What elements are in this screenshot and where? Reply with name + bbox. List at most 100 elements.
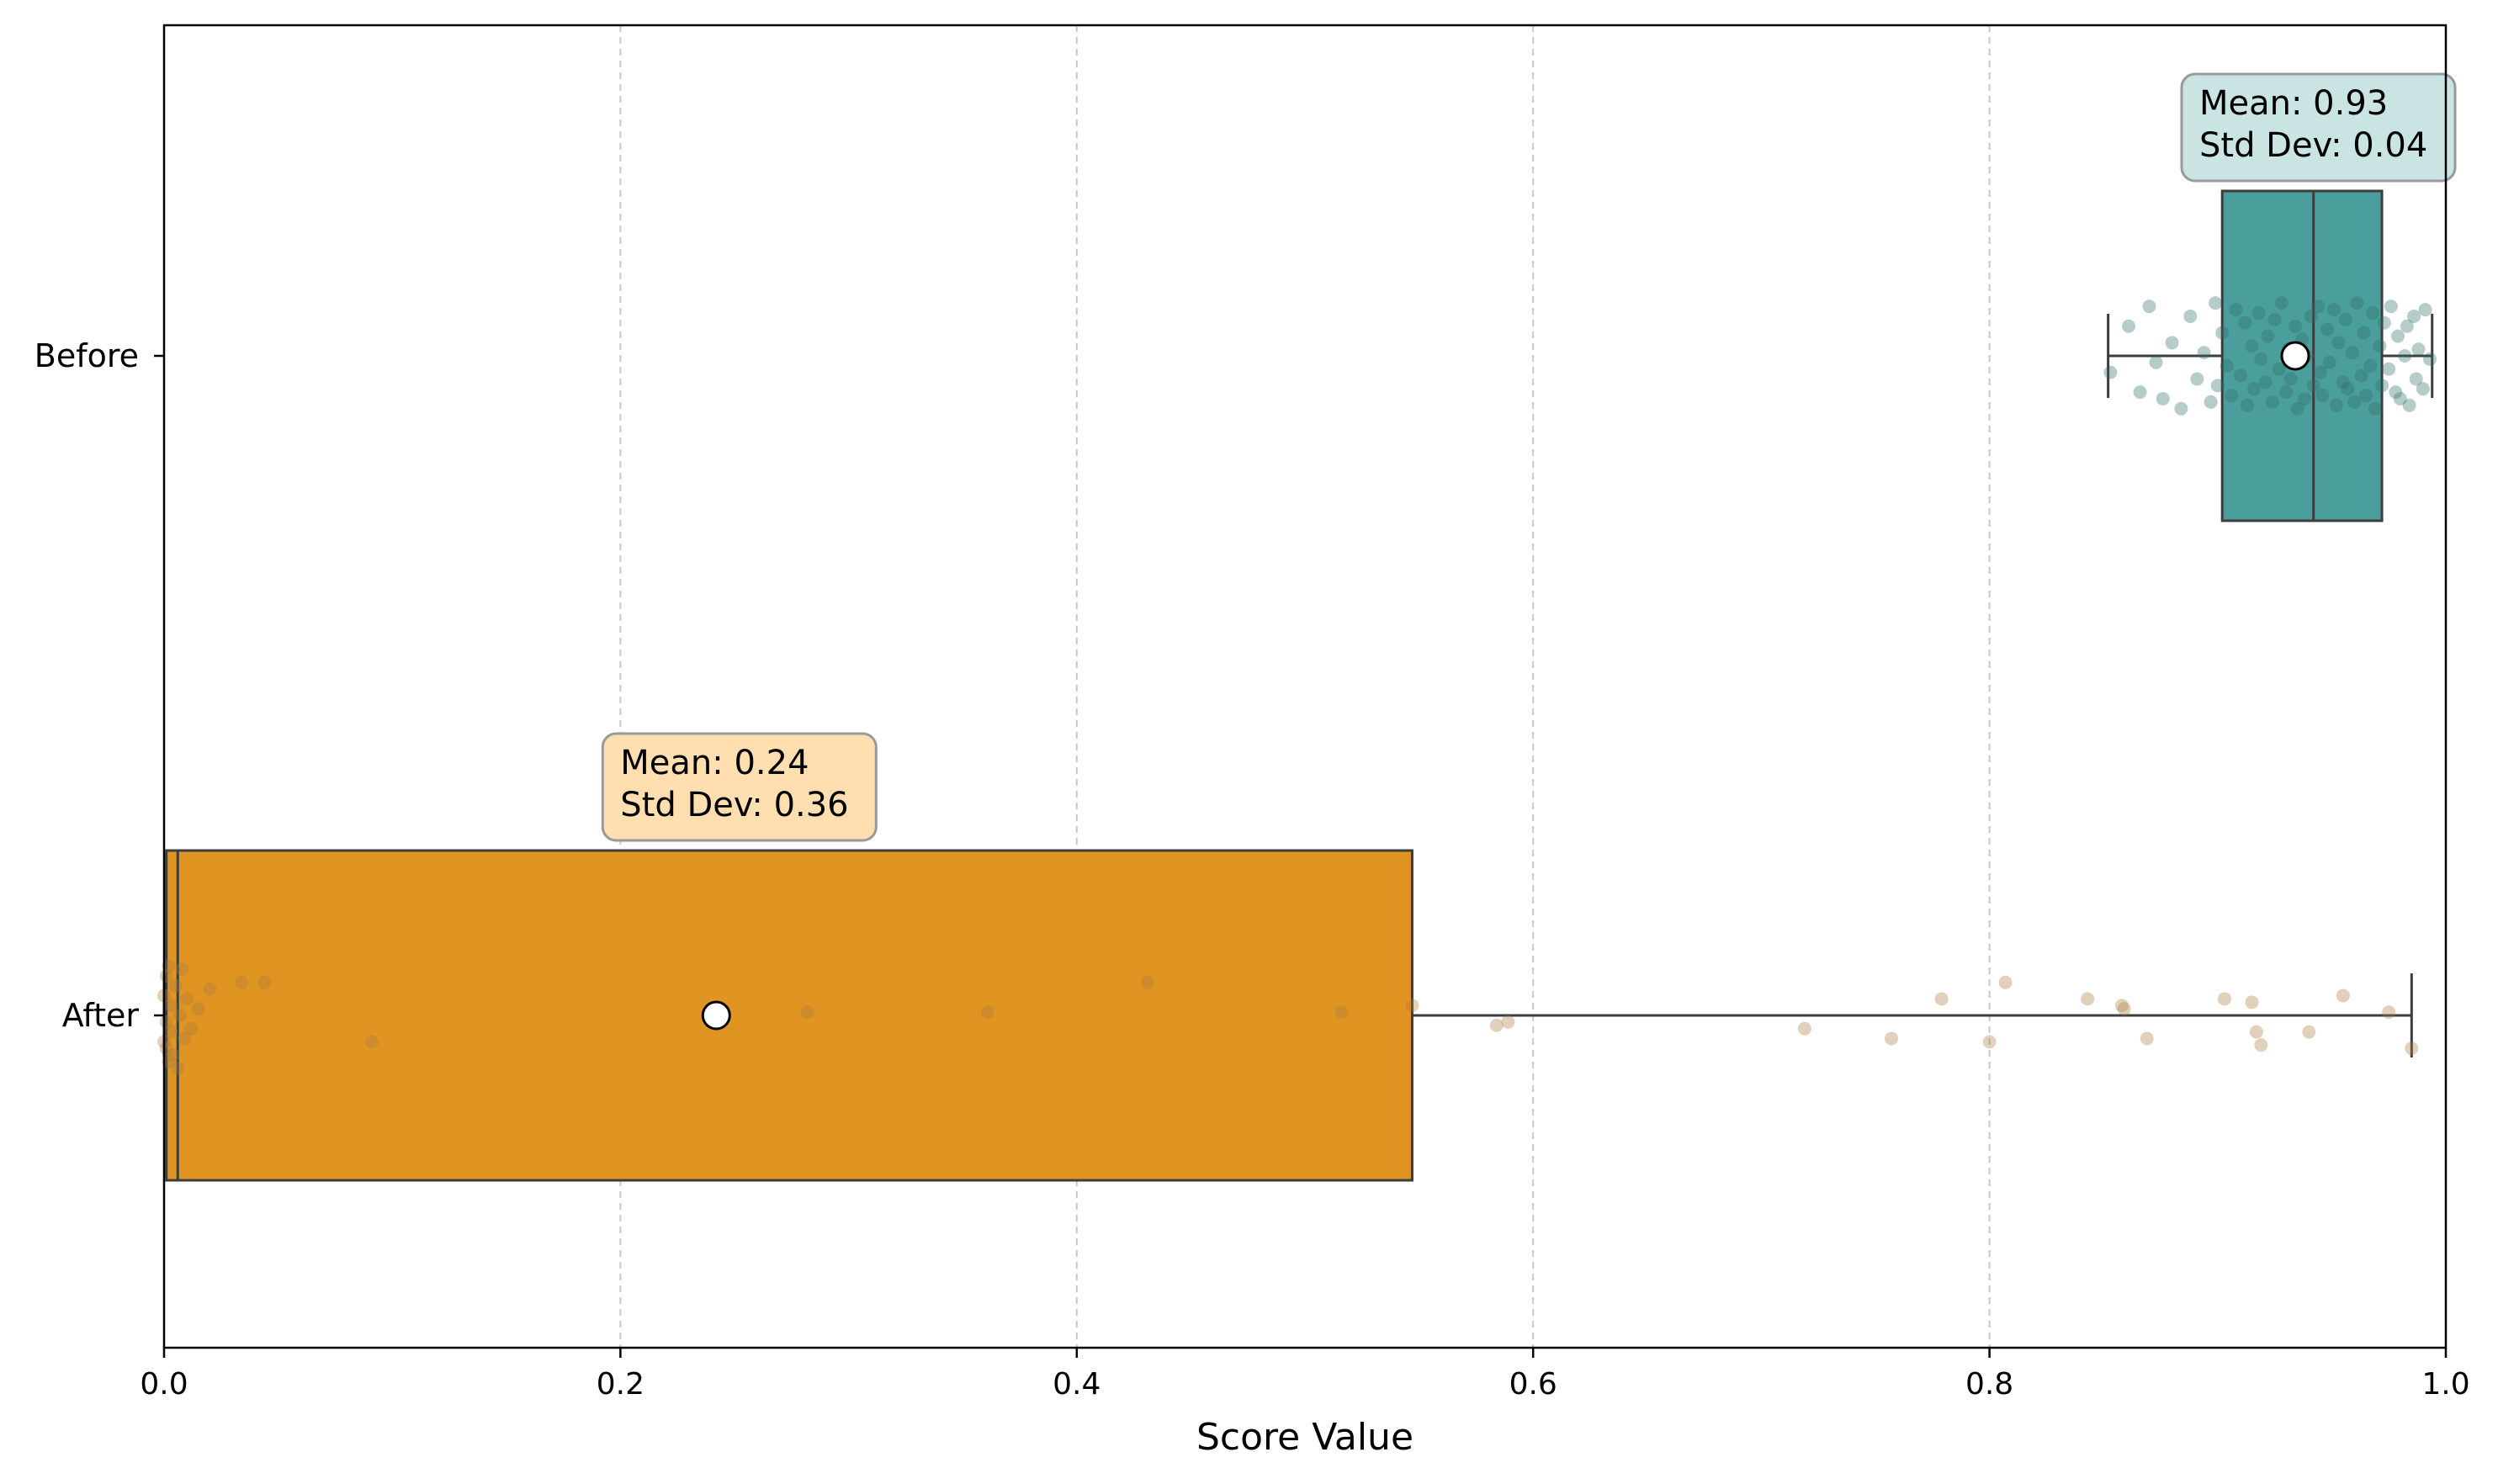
data-point-after [171,1061,185,1075]
data-point-before [2315,389,2330,403]
data-point-before [2347,395,2362,409]
mean-marker-before [2280,341,2310,371]
data-point-before [2220,358,2234,373]
data-point-after [981,1005,995,1020]
data-point-after [203,982,217,996]
data-point-before [2304,309,2318,323]
data-point-after [191,1002,205,1016]
data-point-after [2405,1041,2419,1056]
data-point-after [2254,1038,2268,1052]
data-point-before [2400,319,2414,333]
data-point-before [2261,329,2275,343]
y-tick-label: Before [34,337,139,374]
data-point-after [1998,975,2013,989]
data-point-before [2156,391,2170,405]
data-point-before [2411,342,2426,357]
data-point-after [364,1035,379,1049]
data-point-before [2197,346,2211,360]
data-point-before [2183,309,2198,323]
box-group-after [162,849,2413,1182]
data-point-before [2416,382,2430,396]
data-point-before [2229,303,2243,317]
data-point-before [2320,322,2334,337]
data-point-before [2283,372,2298,386]
box-iqr [165,849,1413,1182]
data-point-after [175,962,189,977]
data-point-after [2302,1025,2316,1039]
x-tick-label: 1.0 [2421,1367,2469,1402]
data-point-after [2336,988,2350,1003]
data-point-before [2122,319,2136,333]
data-point-before [2297,391,2311,405]
data-point-before [2190,372,2204,386]
x-tick-label: 0.2 [597,1367,644,1402]
data-point-after [2140,1031,2154,1046]
data-point-before [2238,315,2252,330]
data-point-after [180,992,194,1006]
mean-markers [701,341,2310,1031]
data-point-before [2382,362,2396,376]
x-axis-label: Score Value [1196,1416,1413,1459]
axis-ticks: 0.0 0.2 0.4 0.6 0.8 1.0 Before After [34,337,2470,1402]
data-point-before [2204,395,2218,409]
data-point-before [2174,401,2188,416]
data-point-before [2393,391,2407,405]
data-point-after [1334,1005,1349,1020]
data-point-after [1884,1031,1898,1046]
data-point-after [2114,999,2129,1013]
data-point-before [2254,352,2268,366]
data-point-before [2142,299,2156,314]
annotation-text: Mean: 0.93 [2199,84,2388,123]
data-point-before [2384,299,2398,314]
data-point-before [2363,358,2378,373]
data-point-after [800,1005,814,1020]
data-point-before [2350,296,2364,310]
x-tick-label: 0.8 [1965,1367,2013,1402]
annotation-box [601,732,878,842]
data-point-after [166,1048,180,1063]
annotation-box [2180,72,2457,183]
data-point-after [164,1025,178,1039]
data-point-before [2290,401,2304,416]
data-point-before [2274,296,2289,310]
data-point-after [168,978,183,993]
data-point-before [2331,336,2346,350]
data-point-after [1982,1035,1997,1049]
data-point-before [2345,346,2359,360]
data-point-before [2322,355,2336,369]
data-point-before [2311,299,2326,314]
data-point-before [2341,382,2355,396]
data-point-before [2423,352,2437,366]
data-point-before [2418,303,2432,317]
data-point-before [2247,382,2262,396]
data-point-after [257,975,272,989]
data-point-before [2329,398,2343,412]
data-point-after [235,975,249,989]
data-point-before [2149,355,2163,369]
data-point-before [2209,296,2223,310]
data-point-before [2398,349,2412,363]
strip-points [157,296,2437,1075]
data-point-after [172,1009,187,1022]
annotation-after: Mean: 0.24 Std Dev: 0.36 [601,732,878,842]
data-point-before [2357,326,2371,340]
data-point-before [2289,319,2303,333]
data-point-before [2366,306,2380,321]
data-point-after [159,1041,173,1056]
data-point-after [162,1054,176,1068]
box-group-before [2107,189,2434,522]
data-point-before [2306,379,2320,393]
data-point-after [178,1031,192,1046]
data-point-before [2327,303,2342,317]
data-point-before [2407,309,2421,323]
y-tick-label: After [62,997,140,1034]
x-tick-label: 0.6 [1509,1367,1557,1402]
data-point-before [2279,385,2294,400]
data-point-before [2359,389,2373,403]
data-point-before [2258,375,2273,390]
data-point-after [184,1021,199,1036]
